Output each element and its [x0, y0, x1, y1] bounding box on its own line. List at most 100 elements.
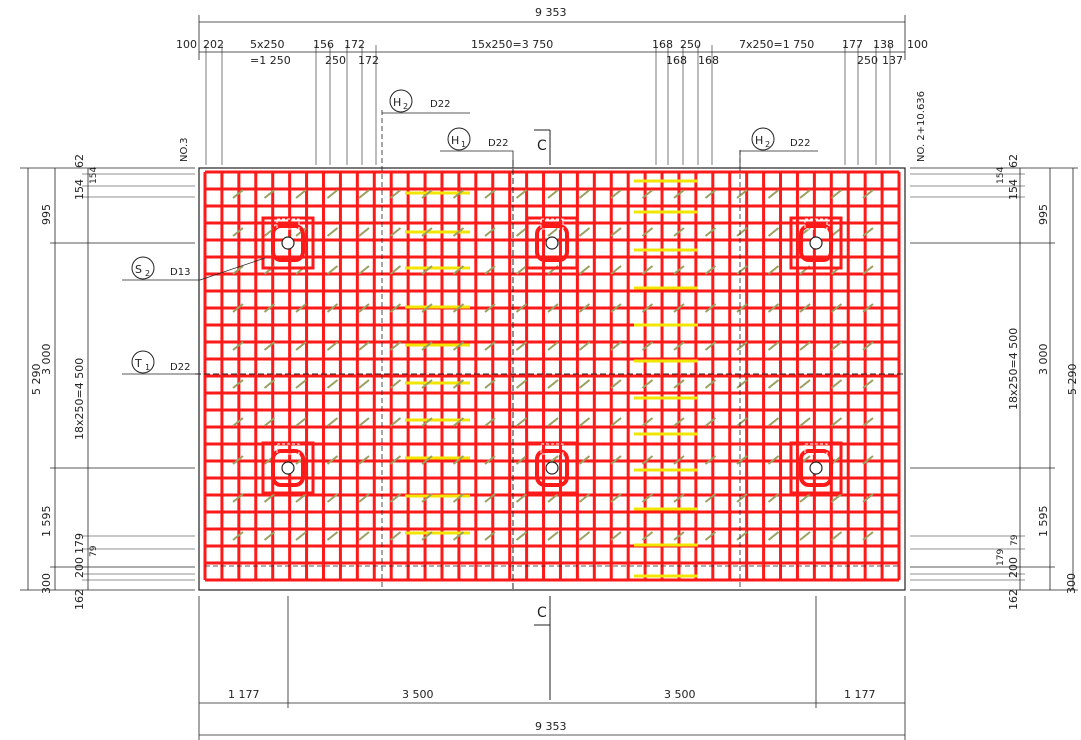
svg-text:162: 162: [1007, 589, 1020, 610]
tie-mark: [389, 455, 402, 465]
svg-text:156: 156: [313, 38, 334, 51]
svg-text:3 500: 3 500: [402, 688, 434, 701]
tie-mark: [799, 189, 811, 199]
tie-mark: [767, 265, 780, 275]
tie-mark: [421, 493, 433, 503]
tie-mark: [232, 379, 244, 389]
tie-mark: [736, 379, 748, 389]
callout-h2-left: H 2 D22: [382, 89, 470, 114]
callout-t1: T 1 D22: [122, 350, 200, 375]
svg-text:D13: D13: [170, 267, 190, 278]
svg-text:D22: D22: [488, 138, 508, 149]
tie-mark: [326, 379, 339, 389]
svg-text:1: 1: [145, 363, 150, 372]
tie-mark: [673, 303, 685, 313]
tie-mark: [641, 493, 654, 503]
tie-mark: [767, 303, 780, 313]
tie-mark: [547, 341, 559, 351]
tie-mark: [421, 227, 433, 237]
tie-mark: [515, 189, 528, 199]
tie-mark: [673, 379, 685, 389]
svg-text:154: 154: [73, 179, 86, 200]
pile-hoop: [535, 224, 569, 262]
tie-mark: [547, 531, 559, 541]
tie-mark: [515, 341, 528, 351]
tie-mark: [515, 303, 528, 313]
tie-mark: [673, 189, 685, 199]
tie-mark: [358, 189, 370, 199]
pile-hoop: [535, 449, 569, 487]
tie-mark: [767, 417, 780, 427]
svg-text:D22: D22: [790, 138, 810, 149]
tie-mark: [452, 417, 465, 427]
svg-text:1 595: 1 595: [1037, 506, 1050, 538]
svg-text:300: 300: [40, 573, 53, 594]
tie-mark: [452, 455, 465, 465]
tie-mark: [862, 379, 874, 389]
svg-text:1 595: 1 595: [40, 506, 53, 538]
svg-text:1 177: 1 177: [228, 688, 260, 701]
tie-mark: [704, 531, 717, 541]
tie-mark: [830, 493, 843, 503]
tie-mark: [610, 265, 622, 275]
tie-mark: [358, 265, 370, 275]
tie-mark: [736, 531, 748, 541]
svg-text:5x250: 5x250: [250, 38, 285, 51]
pile: [525, 441, 579, 495]
tie-mark: [232, 341, 244, 351]
tie-mark: [767, 455, 780, 465]
svg-text:202: 202: [203, 38, 224, 51]
slab-rebar-grid: [203, 170, 901, 582]
tie-mark: [578, 303, 591, 313]
tie-mark: [452, 379, 465, 389]
tie-mark: [641, 531, 654, 541]
svg-text:154: 154: [89, 167, 99, 184]
pile-center: [545, 461, 559, 475]
svg-text:250: 250: [857, 54, 878, 67]
tie-mark: [862, 265, 874, 275]
tie-mark: [862, 341, 874, 351]
tie-mark: [515, 379, 528, 389]
tie-mark: [326, 189, 339, 199]
tie-mark: [484, 417, 496, 427]
tie-mark: [862, 455, 874, 465]
svg-text:179: 179: [996, 549, 1006, 566]
tie-mark: [578, 417, 591, 427]
tie-mark: [452, 341, 465, 351]
tie-mark: [484, 303, 496, 313]
tie-mark: [515, 455, 528, 465]
tie-mark: [799, 493, 811, 503]
station-no2: NO. 2+10.636: [916, 91, 927, 162]
tie-mark: [862, 531, 874, 541]
pile-center: [281, 461, 295, 475]
tie-mark: [610, 189, 622, 199]
tie-mark: [862, 303, 874, 313]
tie-mark: [389, 227, 402, 237]
tie-mark: [610, 455, 622, 465]
svg-text:9 353: 9 353: [535, 720, 567, 733]
svg-text:79: 79: [1010, 534, 1020, 546]
tie-mark: [641, 341, 654, 351]
svg-text:18x250=4 500: 18x250=4 500: [1007, 328, 1020, 410]
slab-outline: [198, 167, 906, 591]
pile-hoop: [271, 224, 305, 262]
tie-mark: [358, 417, 370, 427]
tie-mark: [610, 417, 622, 427]
tie-mark: [389, 189, 402, 199]
svg-text:177: 177: [842, 38, 863, 51]
pile-cage: [525, 441, 579, 495]
tie-mark: [641, 265, 654, 275]
tie-mark: [673, 227, 685, 237]
callout-h2-right: H 2 D22: [739, 127, 818, 168]
left-dimensions: 5 290 995 3 000 1 595 300 62 154 154 18x…: [20, 154, 195, 610]
tie-mark: [421, 455, 433, 465]
pile-cage: [789, 216, 843, 270]
svg-text:18x250=4 500: 18x250=4 500: [73, 358, 86, 440]
tie-mark: [326, 227, 339, 237]
pile: [261, 441, 315, 495]
tie-mark: [295, 493, 307, 503]
svg-text:S: S: [135, 263, 142, 276]
svg-text:H: H: [755, 134, 763, 147]
tie-mark: [421, 417, 433, 427]
